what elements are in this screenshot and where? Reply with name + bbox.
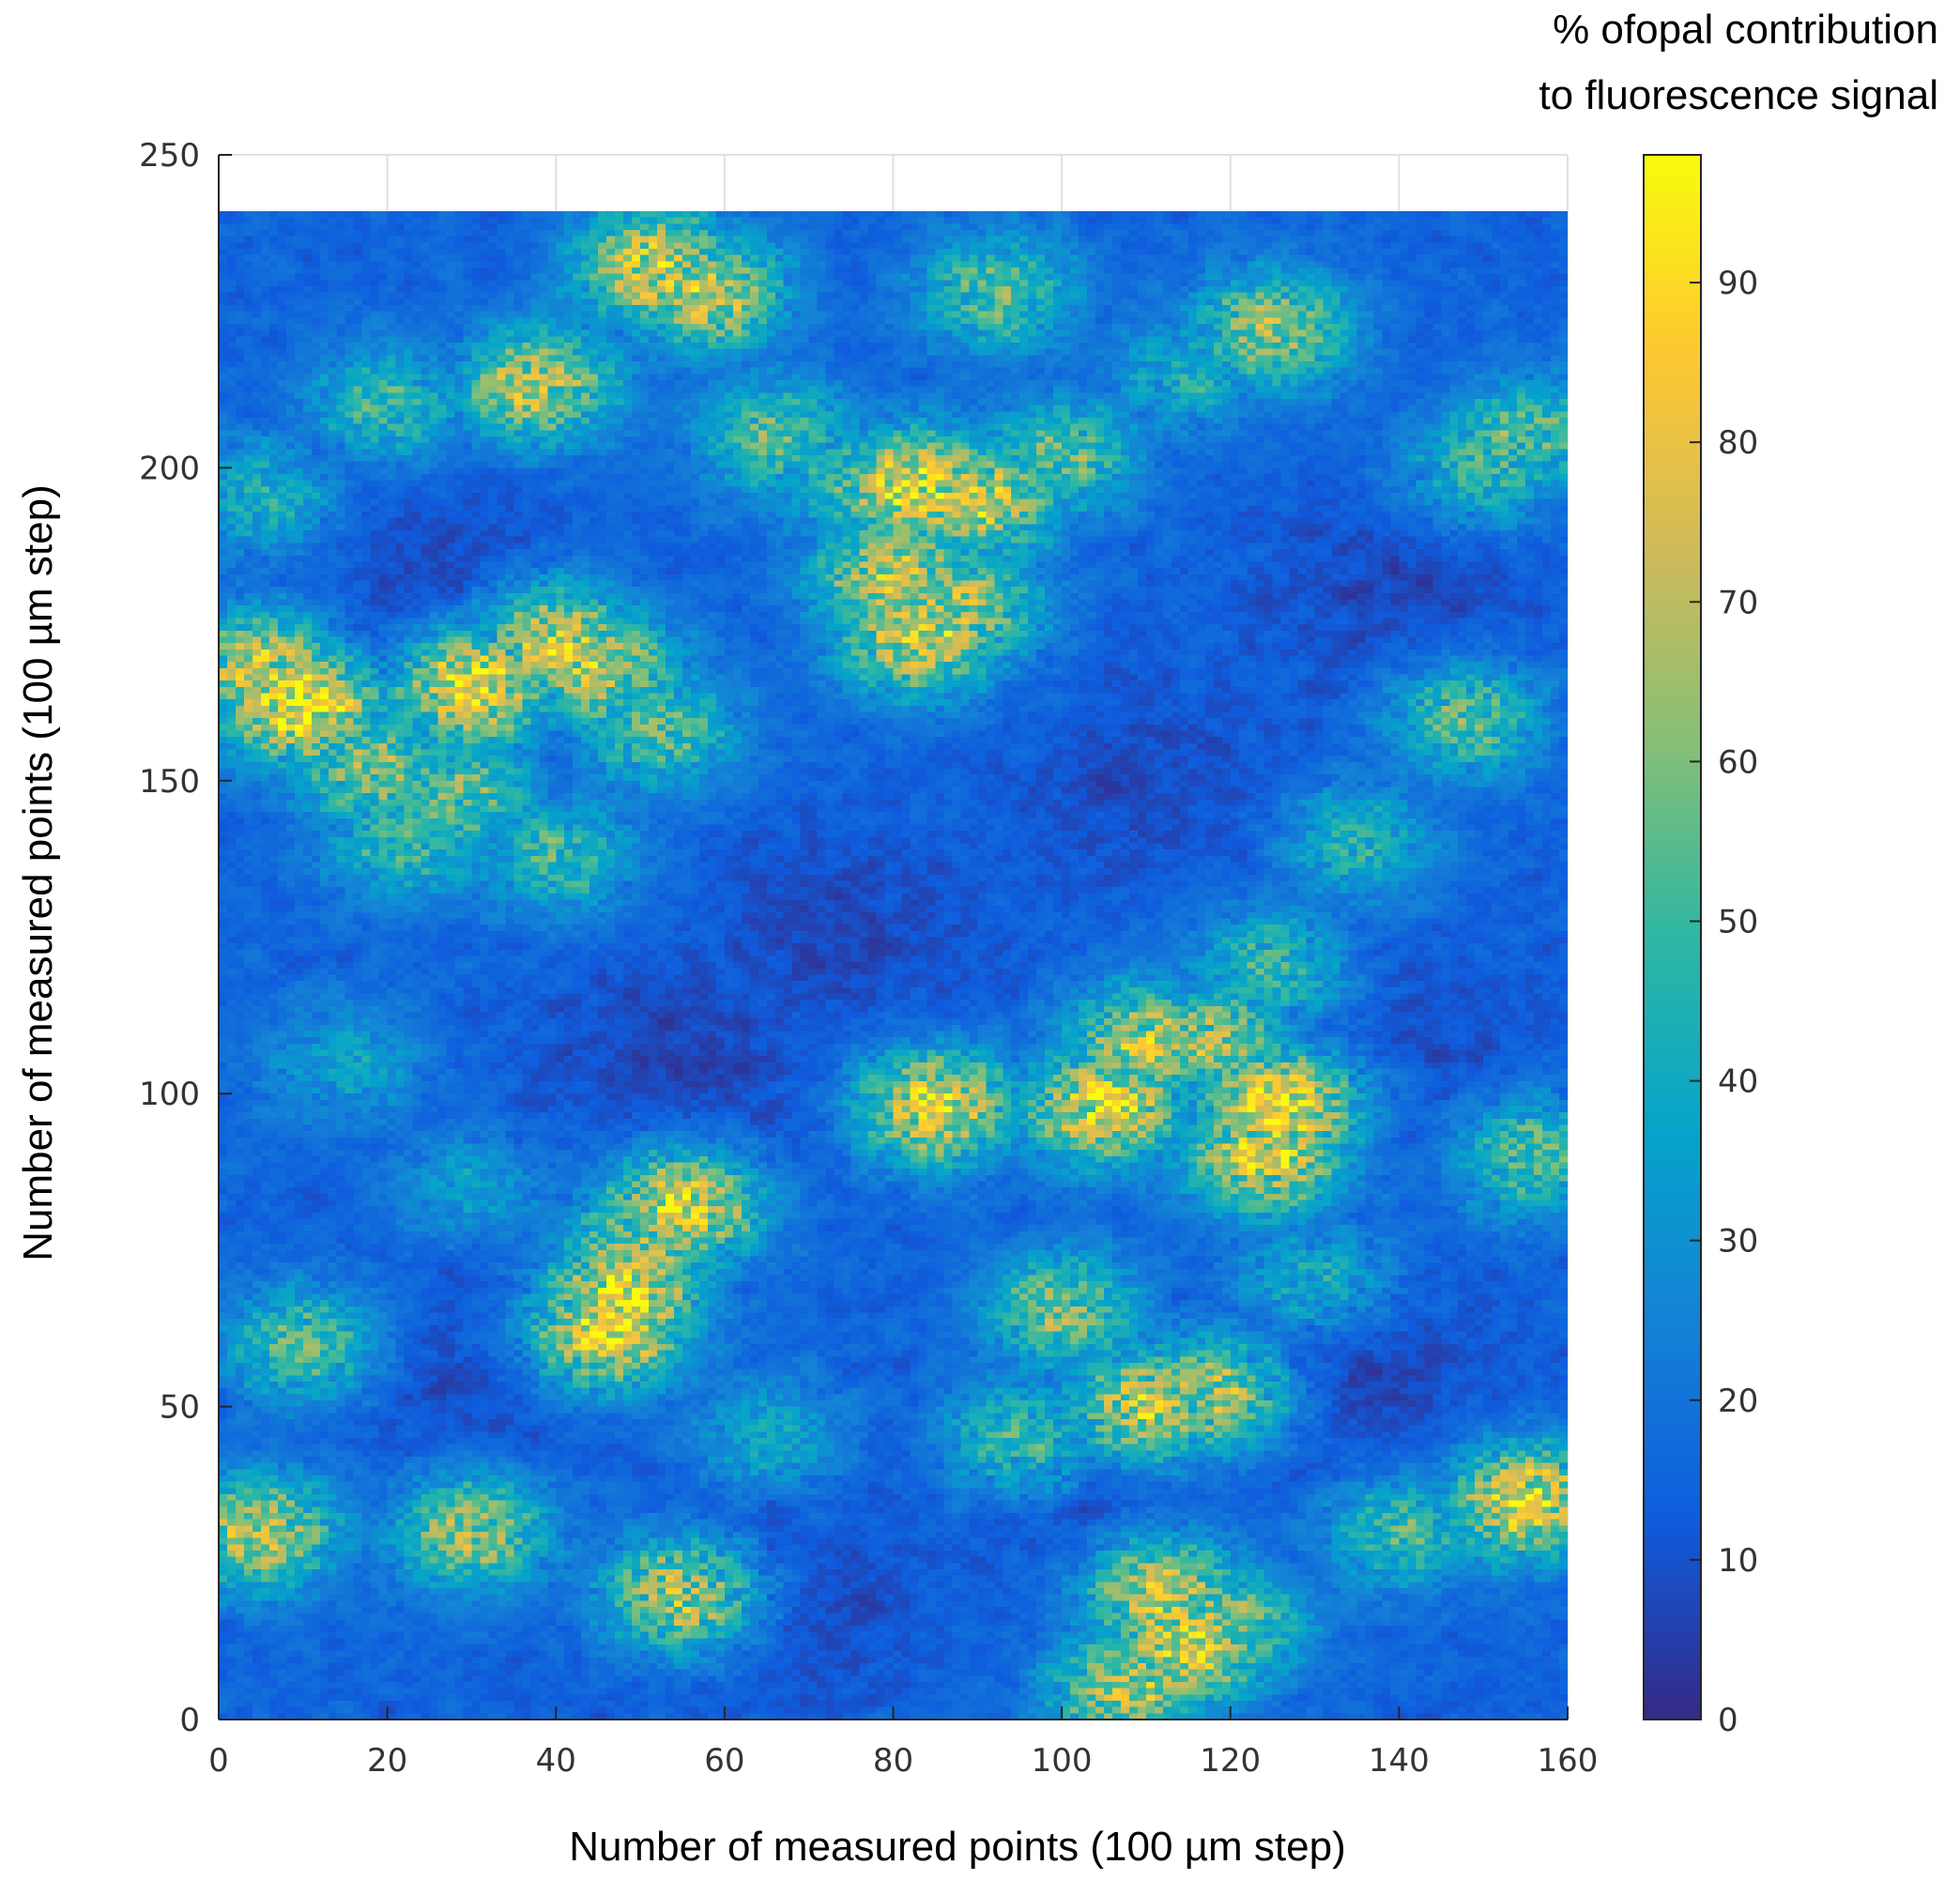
colorbar-tick-label: 70 bbox=[1718, 584, 1758, 621]
colorbar-frame bbox=[1643, 154, 1702, 1720]
y-axis-ticks: 0 50 100 150 200 250 bbox=[139, 137, 232, 1739]
x-tick-label: 80 bbox=[873, 1742, 913, 1780]
x-tick-label: 100 bbox=[1032, 1742, 1093, 1780]
x-tick-label: 60 bbox=[704, 1742, 744, 1780]
heatmap-image bbox=[219, 211, 1568, 1720]
y-tick-label: 150 bbox=[139, 763, 200, 801]
x-tick-label: 20 bbox=[367, 1742, 407, 1780]
colorbar-label-line-1: % ofopal contribution bbox=[1553, 7, 1938, 53]
colorbar-gradient bbox=[1644, 155, 1701, 1720]
y-tick-label: 50 bbox=[160, 1389, 200, 1427]
colorbar-tick-label: 20 bbox=[1718, 1383, 1758, 1420]
colorbar-tick-label: 0 bbox=[1718, 1702, 1738, 1739]
y-axis-label: Number of measured points (100 µm step) bbox=[15, 484, 61, 1261]
x-tick-label: 140 bbox=[1369, 1742, 1430, 1780]
x-tick-label: 40 bbox=[536, 1742, 576, 1780]
colorbar-ticks: 0 10 20 30 40 50 60 70 80 90 bbox=[1690, 265, 1758, 1739]
y-tick-label: 200 bbox=[139, 450, 200, 487]
x-tick-label: 0 bbox=[208, 1742, 229, 1780]
colorbar-tick-label: 50 bbox=[1718, 903, 1758, 940]
colorbar-tick-label: 40 bbox=[1718, 1063, 1758, 1101]
colorbar-tick-label: 90 bbox=[1718, 265, 1758, 302]
colorbar-tick-label: 30 bbox=[1718, 1223, 1758, 1261]
y-tick-label: 250 bbox=[139, 137, 200, 175]
y-tick-label: 0 bbox=[179, 1702, 200, 1739]
x-tick-label: 160 bbox=[1538, 1742, 1599, 1780]
x-axis-label: Number of measured points (100 µm step) bbox=[569, 1824, 1346, 1870]
colorbar-tick-label: 10 bbox=[1718, 1542, 1758, 1580]
x-axis-ticks: 0 20 40 60 80 100 120 140 160 bbox=[208, 1706, 1598, 1780]
y-tick-label: 100 bbox=[139, 1076, 200, 1113]
x-tick-label: 120 bbox=[1200, 1742, 1261, 1780]
colorbar-label-line-2: to fluorescence signal bbox=[1539, 72, 1938, 118]
colorbar-tick-label: 60 bbox=[1718, 743, 1758, 781]
colorbar-tick-label: 80 bbox=[1718, 424, 1758, 462]
